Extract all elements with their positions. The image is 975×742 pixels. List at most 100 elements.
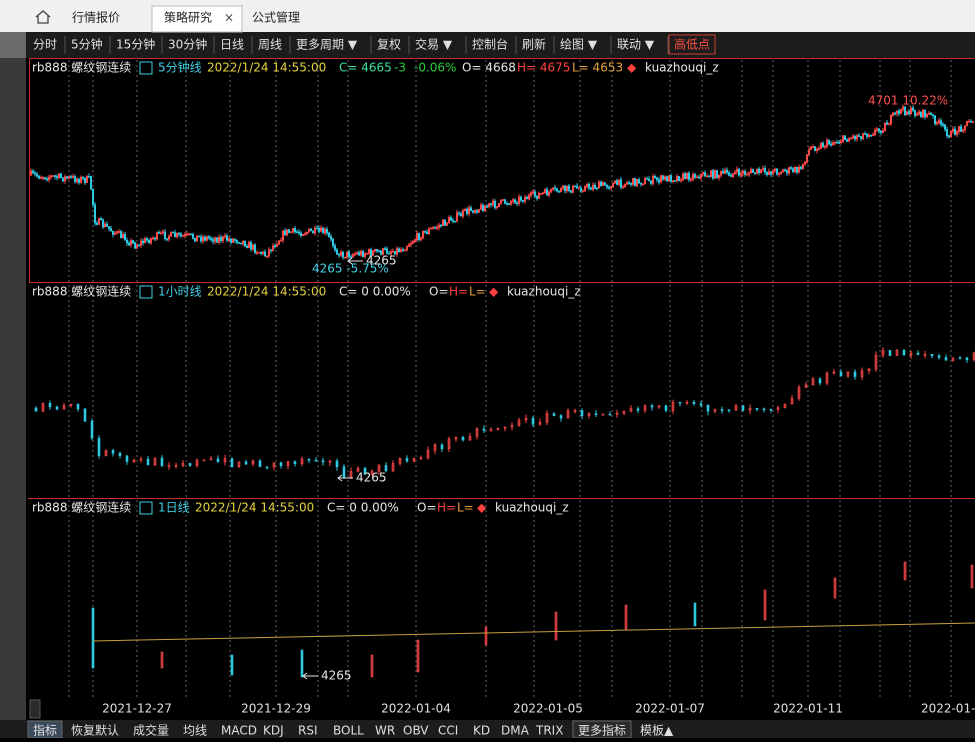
- candle-body: [178, 233, 179, 234]
- candle-body: [38, 176, 39, 178]
- toolbar-button[interactable]: 高低点: [674, 37, 710, 52]
- bottom-tab[interactable]: OBV: [403, 724, 429, 738]
- candle-body: [738, 169, 739, 175]
- candle-body: [284, 231, 285, 235]
- candle-body: [164, 232, 165, 239]
- candle-body: [270, 250, 271, 251]
- candle-body: [656, 178, 657, 180]
- bottom-tab[interactable]: MACD: [221, 724, 257, 738]
- bottom-tab[interactable]: 成交量: [133, 723, 169, 738]
- candle-body: [56, 407, 58, 409]
- candle-body: [758, 169, 759, 173]
- toolbar-button[interactable]: 刷新: [522, 37, 546, 52]
- bottom-tab[interactable]: 均线: [183, 724, 207, 738]
- candle-body: [460, 214, 461, 216]
- candle-body: [504, 200, 505, 204]
- candle-body: [790, 168, 791, 169]
- candle-body: [332, 239, 333, 245]
- candle-body: [726, 170, 727, 173]
- candle-body: [54, 176, 55, 177]
- candle-body: [49, 403, 51, 407]
- candle-body: [90, 177, 91, 190]
- tab[interactable]: 公式管理: [252, 10, 300, 25]
- candle-body: [231, 655, 233, 675]
- candle-body: [581, 410, 583, 415]
- toolbar-button[interactable]: 交易 ▼: [415, 37, 453, 52]
- candle-body: [520, 197, 521, 200]
- info-text: ◆: [489, 285, 499, 299]
- candle-body: [298, 232, 299, 233]
- tab[interactable]: 策略研究: [164, 10, 212, 25]
- candle-body: [679, 402, 681, 403]
- toolbar-button[interactable]: 分时: [33, 38, 57, 52]
- candle-body: [240, 243, 241, 244]
- info-text: 1日线: [158, 501, 190, 515]
- candle-body: [189, 463, 191, 465]
- candle-body: [310, 229, 311, 231]
- candle-body: [634, 178, 635, 186]
- toolbar-button[interactable]: 绘图 ▼: [560, 37, 598, 52]
- bottom-tab[interactable]: WR: [375, 724, 395, 738]
- candle-body: [322, 461, 324, 462]
- toolbar-button[interactable]: 15分钟: [116, 37, 155, 52]
- candle-body: [756, 408, 758, 409]
- bottom-tab[interactable]: DMA: [501, 724, 530, 738]
- scroll-left[interactable]: [30, 700, 40, 718]
- candle-body: [942, 124, 943, 125]
- candle-body: [763, 409, 765, 410]
- candle-body: [260, 252, 261, 253]
- candle-body: [678, 176, 679, 180]
- candle-body: [102, 220, 103, 227]
- candle-body: [604, 183, 605, 186]
- candle-body: [128, 243, 129, 245]
- candle-body: [330, 237, 331, 240]
- toolbar-button[interactable]: 联动 ▼: [617, 38, 655, 52]
- bottom-tab[interactable]: 恢复默认: [71, 723, 119, 738]
- candle-body: [904, 107, 905, 115]
- candle-body: [142, 241, 143, 243]
- tab-close[interactable]: ×: [224, 11, 234, 25]
- bottom-tab[interactable]: CCI: [438, 724, 458, 738]
- bottom-tab[interactable]: KDJ: [263, 724, 284, 738]
- candle-body: [245, 462, 247, 464]
- candle-body: [628, 183, 629, 184]
- bottom-tab[interactable]: BOLL: [333, 724, 364, 738]
- toolbar-button[interactable]: 复权: [377, 38, 401, 52]
- info-text: ◆: [477, 501, 487, 515]
- bottom-tab[interactable]: 更多指标: [578, 723, 626, 738]
- candle-body: [132, 240, 133, 242]
- bottom-tab[interactable]: RSI: [298, 724, 318, 738]
- x-tick-label: 2021-12-27: [102, 702, 172, 716]
- candle-body: [784, 170, 785, 171]
- toolbar-button[interactable]: 更多周期 ▼: [296, 38, 358, 52]
- candle-body: [88, 176, 89, 177]
- candle-body: [838, 143, 839, 144]
- candle-body: [172, 232, 173, 233]
- candle-body: [590, 188, 591, 189]
- bottom-tab[interactable]: TRIX: [535, 724, 563, 738]
- candle-body: [570, 191, 571, 193]
- candle-body: [294, 228, 295, 231]
- tab[interactable]: 行情报价: [72, 10, 120, 25]
- info-text: L=: [457, 501, 474, 515]
- candle-body: [204, 237, 205, 240]
- toolbar-button[interactable]: 5分钟: [71, 37, 103, 52]
- candle-body: [120, 231, 121, 238]
- toolbar-button[interactable]: 周线: [258, 38, 282, 52]
- candle-body: [800, 167, 801, 168]
- candle-body: [441, 445, 443, 449]
- candle-body: [792, 169, 793, 172]
- bottom-tab[interactable]: 指标: [33, 723, 57, 738]
- bottom-tab[interactable]: KD: [473, 724, 490, 738]
- toolbar-button[interactable]: 日线: [220, 38, 244, 52]
- candle-body: [516, 203, 517, 204]
- candle-body: [948, 136, 949, 138]
- toolbar-button[interactable]: 控制台: [472, 37, 508, 52]
- toolbar-button[interactable]: 30分钟: [168, 37, 207, 52]
- candle-body: [564, 186, 565, 191]
- candle-body: [300, 233, 301, 236]
- candle-body: [418, 233, 419, 239]
- bottom-tab[interactable]: 模板▲: [640, 724, 674, 738]
- candle-body: [658, 180, 659, 182]
- candle-body: [192, 234, 193, 238]
